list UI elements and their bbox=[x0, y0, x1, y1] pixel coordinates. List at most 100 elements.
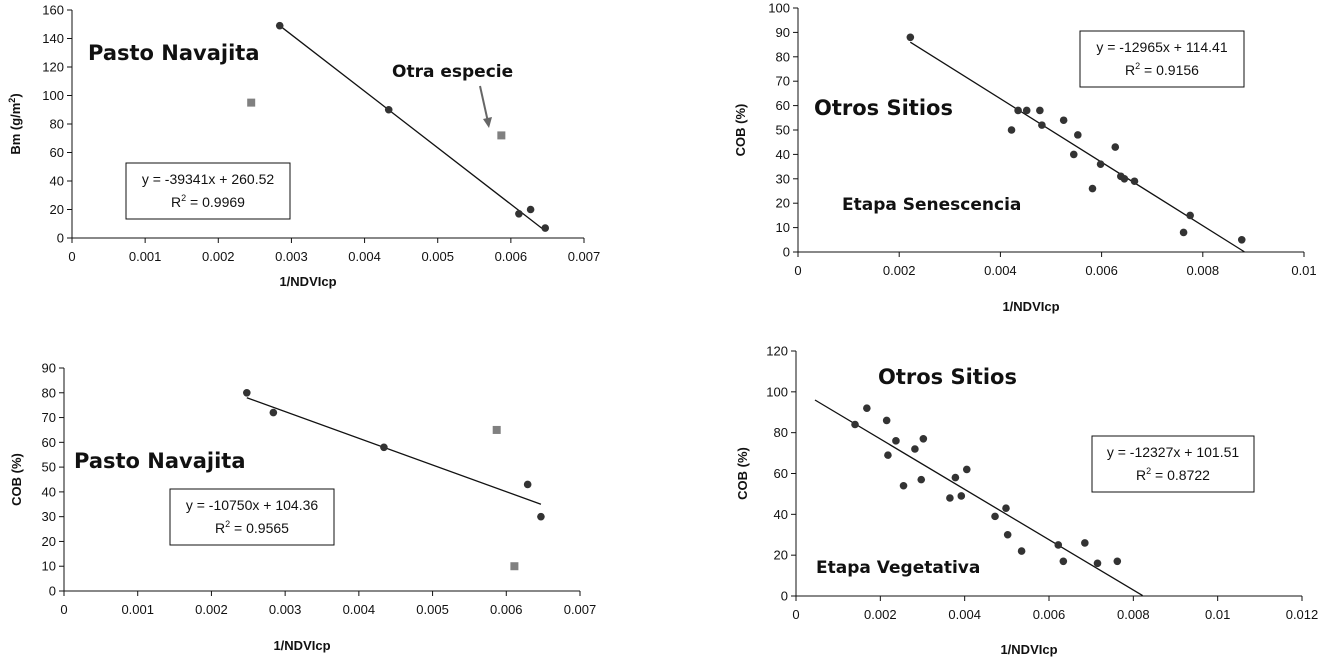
x-tick-label: 0.007 bbox=[564, 602, 597, 617]
y-tick-label: 70 bbox=[42, 410, 56, 425]
equation-text: y = -39341x + 260.52 bbox=[142, 171, 275, 187]
x-tick-label: 0 bbox=[60, 602, 67, 617]
data-point bbox=[892, 437, 900, 445]
chart-subtitle: Etapa Vegetativa bbox=[816, 558, 980, 578]
chart-subtitle: Etapa Senescencia bbox=[842, 195, 1021, 215]
x-axis-title: 1/NDVIcp bbox=[279, 274, 336, 289]
y-tick-label: 100 bbox=[766, 384, 788, 399]
y-tick-label: 0 bbox=[49, 584, 56, 599]
trendline bbox=[246, 397, 542, 505]
data-point bbox=[882, 416, 891, 425]
data-point bbox=[863, 404, 871, 412]
equation-box bbox=[169, 488, 335, 546]
y-tick-label: 0 bbox=[783, 245, 790, 260]
y-tick-label: 120 bbox=[766, 344, 788, 359]
data-point bbox=[1017, 547, 1026, 555]
y-tick-label: 20 bbox=[42, 534, 56, 549]
y-tick-label: 20 bbox=[50, 202, 64, 217]
y-axis-title: COB (%) bbox=[9, 453, 24, 506]
data-point bbox=[1088, 184, 1097, 193]
y-tick-label: 10 bbox=[42, 559, 56, 574]
data-point bbox=[1054, 541, 1063, 549]
chart-title: Pasto Navajita bbox=[88, 41, 260, 65]
r-squared-text: R2 = 0.8722 bbox=[1136, 466, 1210, 483]
x-axis-title: 1/NDVIcp bbox=[1000, 642, 1057, 657]
data-point bbox=[1014, 106, 1022, 115]
data-point bbox=[1081, 539, 1089, 547]
x-tick-label: 0.01 bbox=[1205, 607, 1230, 622]
equation-text: y = -12965x + 114.41 bbox=[1096, 39, 1227, 55]
data-point-square bbox=[492, 425, 501, 434]
data-point-square bbox=[510, 562, 519, 571]
data-point bbox=[899, 481, 908, 490]
x-tick-label: 0.002 bbox=[202, 249, 235, 264]
data-point bbox=[991, 512, 999, 521]
data-point bbox=[243, 388, 251, 397]
data-point bbox=[1096, 160, 1105, 168]
data-point bbox=[537, 512, 545, 521]
y-tick-label: 70 bbox=[776, 74, 790, 89]
data-point bbox=[1186, 211, 1194, 220]
data-point bbox=[1038, 121, 1046, 129]
y-tick-label: 100 bbox=[768, 1, 790, 16]
y-tick-label: 30 bbox=[42, 509, 56, 524]
x-tick-label: 0.006 bbox=[495, 249, 528, 264]
chart-panel-br: 0 20 40 60 80 100 120 0 0.002 0.004 0.006 0.008 0.01… bbox=[735, 344, 1318, 658]
annotation-arrow-shaft bbox=[479, 85, 489, 123]
y-axis-title: Bm (g/m2) bbox=[7, 93, 23, 154]
equation-text: y = -12327x + 101.51 bbox=[1107, 444, 1240, 460]
data-point bbox=[1003, 530, 1012, 539]
x-tick-label: 0.008 bbox=[1187, 263, 1220, 278]
y-tick-label: 60 bbox=[50, 145, 64, 160]
data-point bbox=[957, 492, 966, 500]
data-point bbox=[917, 475, 926, 484]
equation-text: y = -10750x + 104.36 bbox=[186, 497, 319, 513]
y-tick-label: 60 bbox=[42, 435, 56, 450]
y-tick-label: 0 bbox=[781, 589, 788, 604]
y-tick-label: 140 bbox=[42, 31, 64, 46]
equation-box bbox=[1091, 435, 1255, 493]
y-tick-label: 120 bbox=[42, 60, 64, 75]
data-point bbox=[911, 445, 919, 453]
y-tick-label: 60 bbox=[774, 466, 788, 481]
x-tick-label: 0.006 bbox=[1033, 607, 1066, 622]
r-squared-text: R2 = 0.9969 bbox=[171, 193, 245, 210]
y-tick-label: 60 bbox=[776, 98, 790, 113]
data-point bbox=[1036, 106, 1044, 115]
y-tick-label: 30 bbox=[776, 171, 790, 186]
y-tick-label: 40 bbox=[50, 174, 64, 189]
y-tick-label: 40 bbox=[776, 147, 790, 162]
data-point bbox=[1074, 131, 1082, 139]
x-tick-label: 0.004 bbox=[343, 602, 376, 617]
data-point bbox=[906, 33, 915, 42]
x-tick-label: 0 bbox=[792, 607, 799, 622]
data-point bbox=[1007, 126, 1016, 134]
x-tick-label: 0.002 bbox=[864, 607, 897, 622]
data-point bbox=[946, 494, 954, 502]
x-tick-label: 0.002 bbox=[195, 602, 228, 617]
equation-box bbox=[1079, 30, 1245, 88]
data-point bbox=[275, 21, 284, 30]
annotation-arrow-head bbox=[483, 117, 492, 128]
chart-panel-tl: 0 20 40 60 80 100 120 140 160 0 0.001 0.002 0.003 0.0… bbox=[7, 3, 600, 290]
x-tick-label: 0.003 bbox=[275, 249, 308, 264]
y-tick-label: 50 bbox=[776, 123, 790, 138]
data-point bbox=[851, 420, 859, 429]
data-point bbox=[1059, 557, 1068, 566]
data-point-square bbox=[497, 131, 506, 140]
data-point bbox=[1093, 559, 1102, 568]
equation-box bbox=[125, 162, 291, 220]
data-point bbox=[919, 434, 928, 443]
trendline bbox=[814, 399, 1143, 597]
data-point bbox=[1113, 557, 1122, 566]
chart-title: Pasto Navajita bbox=[74, 449, 246, 473]
y-tick-label: 0 bbox=[57, 231, 64, 246]
y-tick-label: 100 bbox=[42, 88, 64, 103]
chart-panel-bl: 0 10 20 30 40 50 60 70 80 90 0 0.001 0.002 0.003 0.004… bbox=[9, 361, 596, 654]
y-tick-label: 20 bbox=[774, 548, 788, 563]
data-point bbox=[1120, 175, 1129, 183]
data-point bbox=[523, 480, 532, 489]
x-tick-label: 0.004 bbox=[348, 249, 381, 264]
chart-panel-tr: 0 10 20 30 40 50 60 70 80 90 100 0 0.002 0.004 0.006 0.… bbox=[733, 1, 1317, 315]
